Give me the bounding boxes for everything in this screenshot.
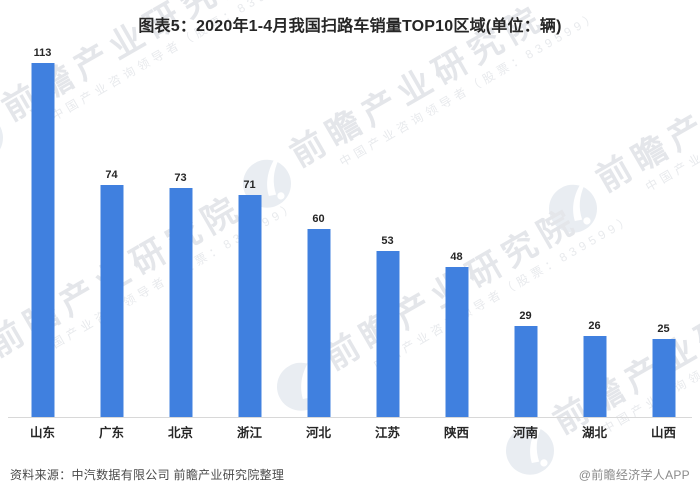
bar: [169, 188, 192, 417]
bar-column: 74 广东: [77, 40, 146, 445]
category-label: 浙江: [236, 426, 262, 440]
bar-column: 113 山东: [8, 40, 77, 445]
bar: [652, 339, 675, 417]
category-label: 湖北: [581, 426, 607, 440]
bar: [100, 185, 123, 417]
bar: [376, 251, 399, 417]
category-label: 山东: [29, 426, 55, 440]
bar: [307, 229, 330, 417]
bar-value-label: 73: [174, 172, 187, 184]
bar: [238, 195, 261, 417]
credit-note: @前瞻经济学人APP: [578, 468, 690, 482]
source-note: 资料来源：中汽数据有限公司 前瞻产业研究院整理: [10, 468, 285, 482]
category-label: 河北: [305, 426, 331, 440]
bar-value-label: 48: [450, 251, 463, 263]
chart-title: 图表5：2020年1-4月我国扫路车销量TOP10区域(单位：辆): [138, 18, 562, 35]
bar-column: 60 河北: [284, 40, 353, 445]
bar-column: 26 湖北: [560, 40, 629, 445]
bar-column: 25 山西: [629, 40, 698, 445]
bar-value-label: 26: [588, 320, 601, 332]
bar-value-label: 53: [381, 235, 394, 247]
category-label: 陕西: [443, 426, 469, 440]
bar-plot-area: 113 山东 74 广东 73 北京 71 浙江 60 河北 53 江苏 48 …: [8, 40, 698, 445]
bar-column: 53 江苏: [353, 40, 422, 445]
bar: [514, 326, 537, 417]
category-label: 山西: [650, 426, 676, 440]
bar: [583, 336, 606, 417]
x-axis-line: [8, 417, 692, 418]
bar-column: 71 浙江: [215, 40, 284, 445]
bar-value-label: 25: [657, 323, 670, 335]
bar-column: 73 北京: [146, 40, 215, 445]
category-label: 江苏: [374, 426, 400, 440]
bar-value-label: 113: [33, 47, 52, 59]
footer: 资料来源：中汽数据有限公司 前瞻产业研究院整理 @前瞻经济学人APP: [10, 466, 690, 483]
bar: [31, 63, 54, 417]
category-label: 河南: [512, 426, 538, 440]
bar-column: 48 陕西: [422, 40, 491, 445]
bar-value-label: 71: [243, 179, 256, 191]
bar-value-label: 29: [519, 310, 532, 322]
bar-value-label: 74: [105, 169, 118, 181]
bar: [445, 267, 468, 417]
category-label: 北京: [167, 426, 193, 440]
category-label: 广东: [98, 426, 124, 440]
bar-column: 29 河南: [491, 40, 560, 445]
bar-value-label: 60: [312, 213, 325, 225]
